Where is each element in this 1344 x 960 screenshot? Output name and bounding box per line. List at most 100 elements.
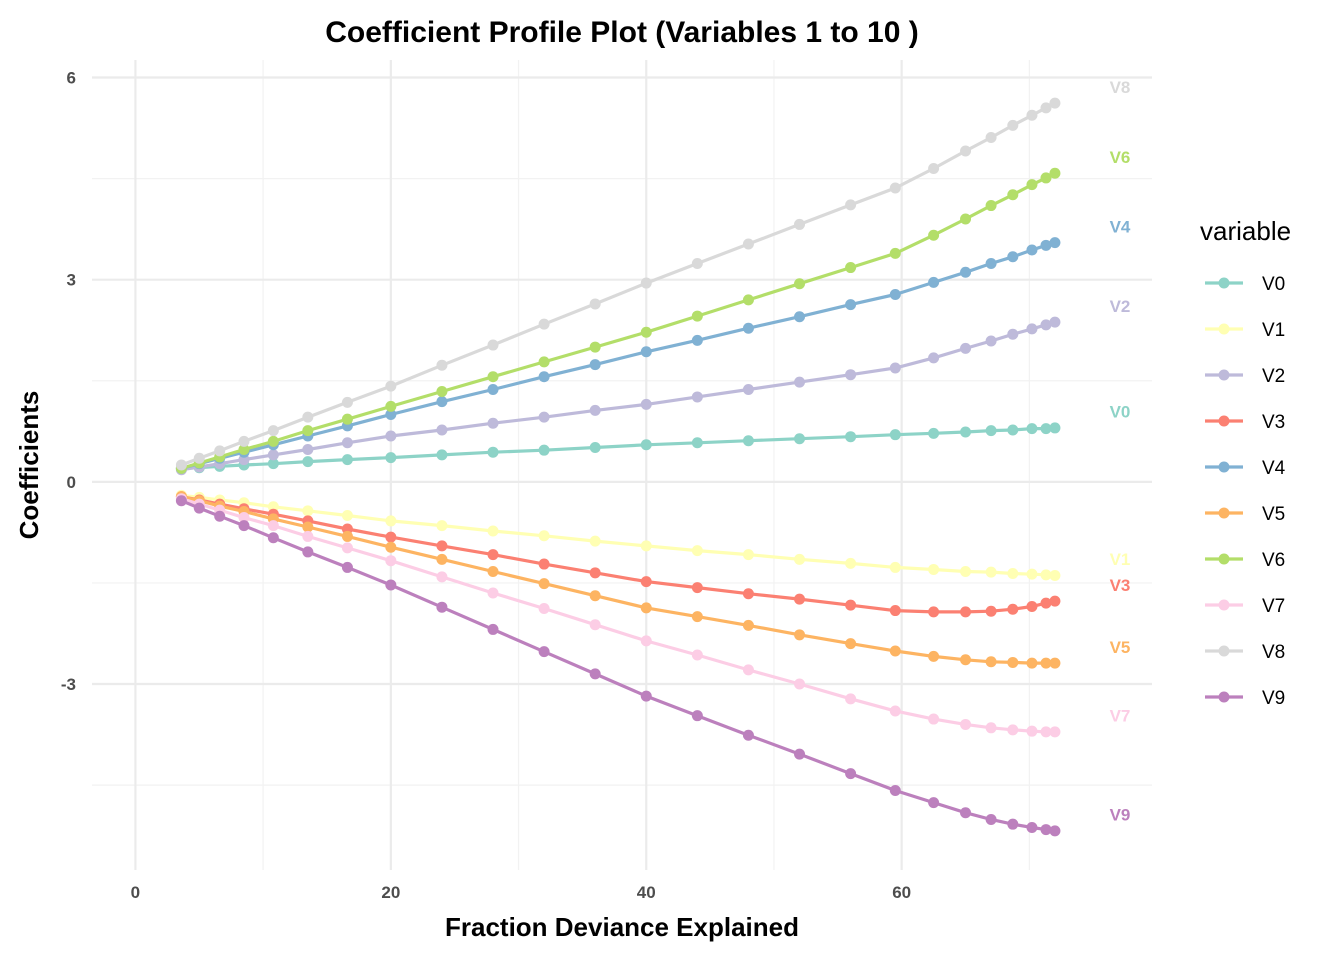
data-point-V9 bbox=[193, 502, 205, 514]
data-point-V8 bbox=[1007, 119, 1019, 131]
data-point-V3 bbox=[487, 549, 499, 561]
legend-item-V1: V1 bbox=[1205, 320, 1285, 341]
data-point-V1 bbox=[341, 510, 353, 522]
data-point-V3 bbox=[1049, 595, 1061, 607]
data-point-V2 bbox=[1007, 328, 1019, 340]
legend-label: V1 bbox=[1262, 320, 1285, 341]
data-point-V4 bbox=[928, 276, 940, 288]
data-point-V7 bbox=[985, 722, 997, 734]
data-point-V1 bbox=[960, 565, 972, 577]
end-label-V8: V8 bbox=[1110, 78, 1131, 97]
data-point-V8 bbox=[538, 318, 550, 330]
data-point-V8 bbox=[742, 238, 754, 250]
data-point-V0 bbox=[985, 425, 997, 437]
data-point-V9 bbox=[889, 784, 901, 796]
x-tick-label: 60 bbox=[892, 883, 911, 902]
series-V8 bbox=[175, 97, 1061, 471]
data-point-V3 bbox=[1007, 603, 1019, 615]
data-point-V9 bbox=[589, 668, 601, 680]
data-point-V5 bbox=[691, 611, 703, 623]
data-point-V8 bbox=[214, 445, 226, 457]
data-point-V1 bbox=[640, 540, 652, 552]
data-point-V6 bbox=[1040, 172, 1052, 184]
legend-label: V9 bbox=[1262, 688, 1285, 709]
data-point-V8 bbox=[589, 298, 601, 310]
data-point-V5 bbox=[928, 650, 940, 662]
data-point-V7 bbox=[1007, 724, 1019, 736]
data-point-V8 bbox=[889, 182, 901, 194]
data-point-V4 bbox=[845, 299, 857, 311]
end-label-V1: V1 bbox=[1110, 550, 1131, 569]
data-point-V9 bbox=[1026, 822, 1038, 834]
data-point-V2 bbox=[640, 398, 652, 410]
data-point-V9 bbox=[487, 623, 499, 635]
data-point-V7 bbox=[302, 530, 314, 542]
data-point-V0 bbox=[1049, 422, 1061, 434]
data-point-V6 bbox=[238, 444, 250, 456]
data-point-V4 bbox=[742, 322, 754, 334]
data-point-V3 bbox=[385, 531, 397, 543]
data-point-V1 bbox=[385, 515, 397, 527]
data-point-V7 bbox=[1026, 725, 1038, 737]
legend-label: V5 bbox=[1262, 504, 1285, 525]
data-point-V9 bbox=[960, 807, 972, 819]
data-point-V3 bbox=[794, 593, 806, 605]
data-point-V7 bbox=[341, 542, 353, 554]
data-point-V4 bbox=[1049, 237, 1061, 249]
data-point-V9 bbox=[175, 495, 187, 507]
legend-key-point bbox=[1218, 645, 1230, 657]
data-point-V0 bbox=[1026, 423, 1038, 435]
legend-label: V3 bbox=[1262, 412, 1285, 433]
y-tick-label: -3 bbox=[61, 675, 76, 694]
data-point-V7 bbox=[487, 587, 499, 599]
series-line-V6 bbox=[180, 171, 1056, 470]
data-point-V2 bbox=[889, 362, 901, 374]
legend-label: V4 bbox=[1262, 458, 1286, 479]
data-point-V7 bbox=[960, 718, 972, 730]
data-point-V6 bbox=[985, 200, 997, 212]
data-point-V2 bbox=[589, 404, 601, 416]
data-point-V0 bbox=[1040, 423, 1052, 435]
data-point-V5 bbox=[960, 654, 972, 666]
data-point-V8 bbox=[640, 277, 652, 289]
data-point-V4 bbox=[889, 289, 901, 301]
data-point-V9 bbox=[1040, 824, 1052, 836]
data-point-V5 bbox=[302, 521, 314, 533]
chart-title: Coefficient Profile Plot (Variables 1 to… bbox=[325, 16, 918, 49]
legend: variable V0 V1 V2 V3 V4 V5 V6 V7 V8 V9 bbox=[1200, 216, 1291, 709]
data-point-V5 bbox=[845, 638, 857, 650]
legend-label: V2 bbox=[1262, 366, 1285, 387]
y-tick-label: 0 bbox=[67, 473, 76, 492]
data-point-V4 bbox=[1040, 239, 1052, 251]
legend-key-point bbox=[1218, 599, 1230, 611]
data-point-V3 bbox=[1040, 597, 1052, 609]
data-point-V0 bbox=[794, 433, 806, 445]
data-point-V1 bbox=[691, 545, 703, 557]
data-point-V6 bbox=[1049, 167, 1061, 179]
data-point-V9 bbox=[341, 561, 353, 573]
data-point-V6 bbox=[742, 294, 754, 306]
data-point-V8 bbox=[267, 425, 279, 437]
data-point-V6 bbox=[487, 371, 499, 383]
data-point-V5 bbox=[985, 656, 997, 668]
data-point-V3 bbox=[589, 567, 601, 579]
y-axis-ticks: -3 0 3 6 bbox=[61, 69, 76, 694]
data-point-V6 bbox=[794, 278, 806, 290]
legend-label: V8 bbox=[1262, 642, 1285, 663]
data-point-V9 bbox=[985, 813, 997, 825]
data-point-V1 bbox=[845, 557, 857, 569]
data-point-V9 bbox=[845, 768, 857, 780]
series-V9 bbox=[175, 495, 1061, 837]
legend-item-V6: V6 bbox=[1205, 550, 1285, 571]
data-point-V0 bbox=[1007, 424, 1019, 436]
y-axis-title: Coefficients bbox=[14, 391, 44, 540]
x-axis-ticks: 0 20 40 60 bbox=[131, 883, 911, 902]
data-point-V4 bbox=[691, 334, 703, 346]
data-point-V0 bbox=[267, 458, 279, 470]
data-point-V8 bbox=[691, 258, 703, 270]
data-point-V0 bbox=[960, 426, 972, 438]
data-point-V4 bbox=[1007, 251, 1019, 263]
data-point-V3 bbox=[985, 605, 997, 617]
legend-item-V4: V4 bbox=[1205, 458, 1286, 479]
data-point-V5 bbox=[1007, 656, 1019, 668]
